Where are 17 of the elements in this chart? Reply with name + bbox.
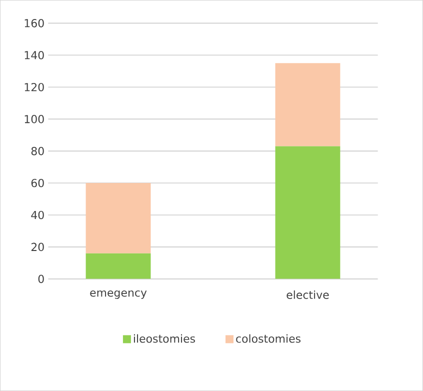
y-tick-label: 60 xyxy=(31,178,44,188)
y-tick-label: 0 xyxy=(38,274,44,284)
legend-label: colostomies xyxy=(236,334,301,343)
bar xyxy=(86,183,151,254)
y-tick-label: 40 xyxy=(31,210,44,220)
x-tick-label: elective xyxy=(286,290,329,299)
y-tick-label: 80 xyxy=(31,146,44,156)
y-tick-label: 140 xyxy=(24,51,44,60)
y-tick-label: 20 xyxy=(31,242,44,252)
x-tick-label: emegency xyxy=(90,290,147,299)
y-tick-label: 120 xyxy=(24,82,44,92)
y-tick-label: 100 xyxy=(24,114,44,124)
bar xyxy=(275,146,340,279)
bar xyxy=(86,253,151,279)
legend-label: ileostomies xyxy=(134,334,195,343)
y-tick-label: 160 xyxy=(24,19,44,28)
bar xyxy=(275,63,340,146)
